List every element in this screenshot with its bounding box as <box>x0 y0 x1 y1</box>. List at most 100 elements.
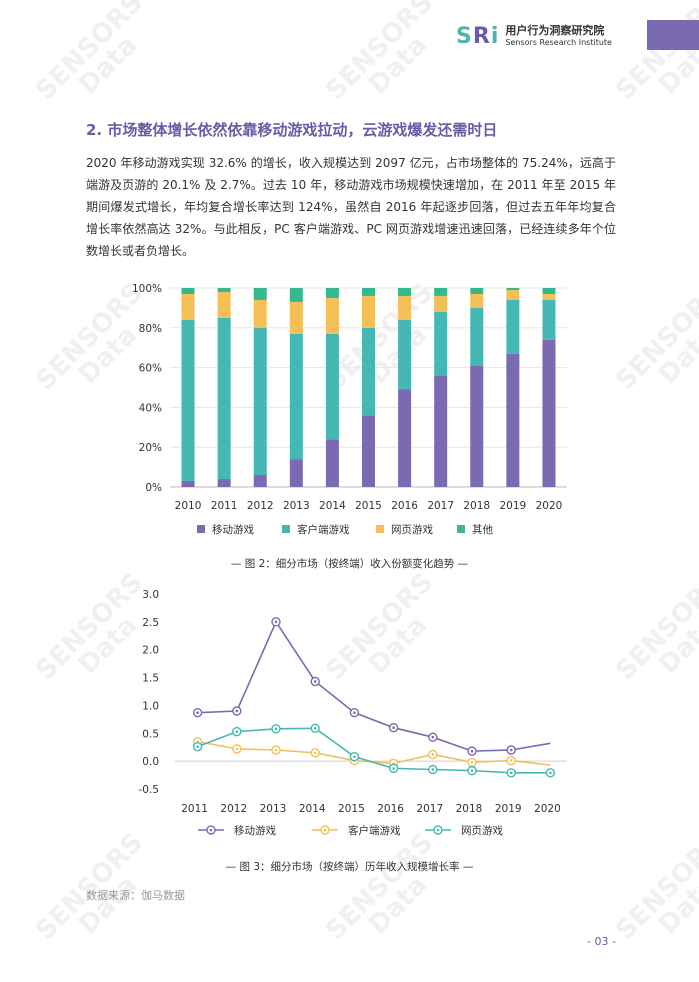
x-tick-label: 2013 <box>260 803 287 815</box>
data-point-dot <box>431 735 435 739</box>
x-tick-label: 2020 <box>536 500 563 512</box>
data-point-dot <box>274 727 278 731</box>
bar-segment <box>542 293 556 300</box>
bar-segment <box>181 288 195 294</box>
data-point-dot <box>235 709 239 713</box>
org-name-cn: 用户行为洞察研究院 <box>505 23 605 37</box>
share-stacked-bar-chart: 0% 20% 40% 60% 80% 100% 2010 2011 2012 2013 2014 20… <box>132 283 567 536</box>
data-point-dot <box>274 620 278 624</box>
x-tick-label: 2018 <box>463 500 490 512</box>
x-tick-label: 2020 <box>534 803 561 815</box>
data-point-dot <box>392 726 395 730</box>
bar-segment <box>289 288 303 302</box>
x-tick-label: 2018 <box>456 803 483 815</box>
page-number: - 03 - <box>587 935 616 948</box>
bar-segment <box>325 439 339 487</box>
bar-segment <box>506 353 520 487</box>
x-tick-label: 2012 <box>247 500 274 512</box>
bar-segment <box>325 333 339 440</box>
y-tick-label: 3.0 <box>142 589 159 601</box>
bar-segment <box>253 288 267 300</box>
data-point-dot <box>509 748 513 752</box>
bar-segment <box>289 459 303 487</box>
bar-segment <box>362 288 375 296</box>
bar-segment <box>217 291 231 318</box>
legend-marker-dot <box>436 828 440 832</box>
legend-marker-dot <box>323 828 327 832</box>
x-tick-label: 2017 <box>416 803 443 815</box>
growth-line-chart: -0.5 0.0 0.5 1.0 1.5 2.0 2.5 3.0 2011 2012 2013 201… <box>139 589 567 837</box>
data-point-dot <box>392 767 395 770</box>
y-tick-label: 40% <box>139 402 162 414</box>
y-tick-label: 80% <box>139 323 162 335</box>
bar-segment <box>289 301 303 334</box>
y-tick-label: 20% <box>139 442 162 454</box>
data-point-dot <box>196 745 199 748</box>
data-point-dot <box>353 755 356 758</box>
data-point-dot <box>313 726 317 730</box>
bar-segment <box>181 319 195 482</box>
data-point-dot <box>509 759 513 762</box>
legend-label: 网页游戏 <box>461 824 503 837</box>
x-tick-label: 2011 <box>211 500 238 512</box>
legend-marker-dot <box>209 828 213 832</box>
data-point-dot <box>470 760 474 764</box>
data-point-dot <box>549 771 552 775</box>
bar-segment <box>253 299 267 328</box>
bar-segment <box>506 289 520 300</box>
data-point-dot <box>470 749 474 753</box>
bar-segment <box>362 415 375 487</box>
bar-segment <box>398 319 412 390</box>
body-paragraph: 2020 年移动游戏实现 32.6% 的增长，收入规模达到 2097 亿元，占市… <box>86 156 616 258</box>
bar-segment <box>434 295 448 312</box>
legend-label: 客户端游戏 <box>297 523 350 536</box>
y-tick-label: 0% <box>145 482 162 494</box>
bar-segment <box>434 288 448 296</box>
x-tick-label: 2017 <box>427 500 454 512</box>
data-point-dot <box>431 753 435 756</box>
bar-segment <box>470 365 484 487</box>
legend-label: 其他 <box>472 523 493 536</box>
data-point-dot <box>470 769 474 772</box>
x-tick-label: 2010 <box>175 500 202 512</box>
data-point-dot <box>313 751 317 755</box>
logo-mark: SRi <box>456 24 500 49</box>
y-tick-label: 2.0 <box>142 645 159 657</box>
data-point-dot <box>235 747 239 751</box>
x-tick-label: 2019 <box>495 803 522 815</box>
bar-segment <box>362 295 375 328</box>
data-point-dot <box>235 730 239 733</box>
bar-segment <box>506 299 520 354</box>
bar-segment <box>217 288 231 292</box>
bar-segment <box>398 295 412 320</box>
y-tick-label: 1.5 <box>142 673 159 685</box>
y-tick-label: 2.5 <box>142 617 159 629</box>
data-source: 数据来源：伽马数据 <box>86 889 185 902</box>
x-tick-label: 2019 <box>499 500 526 512</box>
legend-swatch <box>282 525 290 533</box>
corner-accent <box>647 20 699 50</box>
y-tick-label: 100% <box>132 283 162 295</box>
legend-label: 移动游戏 <box>234 824 276 837</box>
data-point-dot <box>509 771 513 775</box>
x-tick-label: 2015 <box>338 803 365 815</box>
legend-label: 移动游戏 <box>212 523 254 536</box>
bar-segment <box>506 288 520 290</box>
bar-segment <box>542 299 556 340</box>
x-tick-label: 2014 <box>299 803 326 815</box>
y-tick-label: 0.0 <box>142 756 159 768</box>
bar-segment <box>289 333 303 460</box>
x-tick-label: 2013 <box>283 500 310 512</box>
bar-segment <box>325 288 339 298</box>
series-line <box>197 620 551 752</box>
legend-swatch <box>376 525 384 533</box>
data-point-dot <box>431 768 435 771</box>
series-line <box>197 727 551 774</box>
data-point-dot <box>353 711 356 714</box>
bar-segment <box>398 288 412 296</box>
bar-segment <box>542 339 556 487</box>
bar-segment <box>470 293 484 308</box>
bar-segment <box>470 288 484 294</box>
legend-swatch <box>457 525 465 533</box>
